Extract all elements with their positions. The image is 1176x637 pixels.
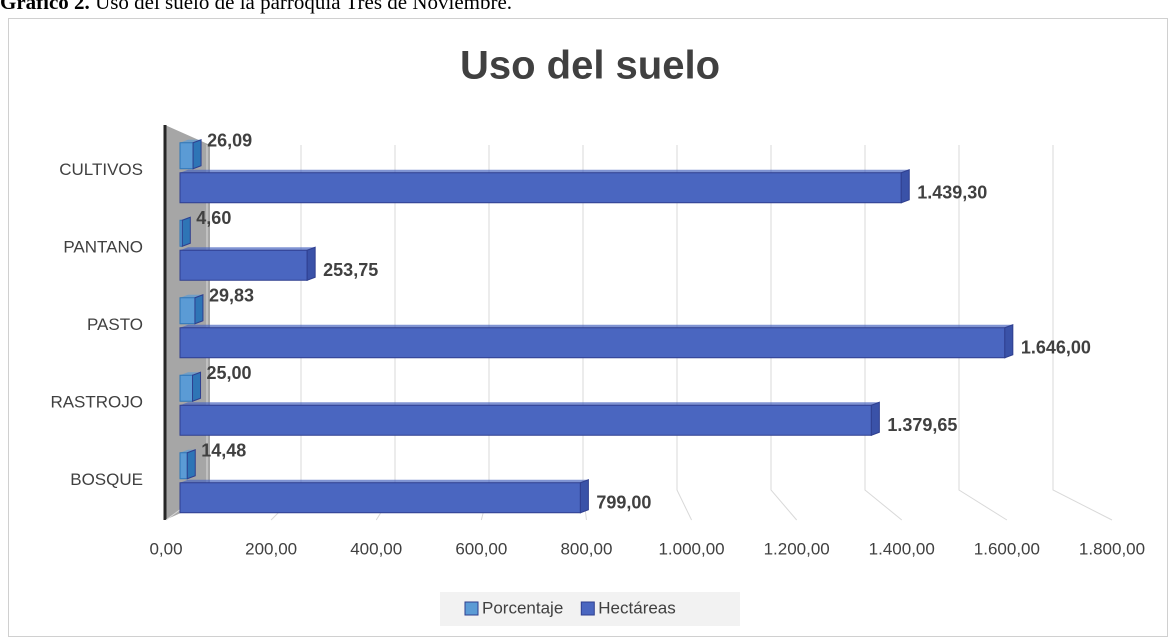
x-tick-label: 1.800,00 xyxy=(1079,539,1145,558)
y-tick-label: BOSQUE xyxy=(70,470,143,489)
caption-label: Gráfico 2. xyxy=(0,0,90,14)
bar-top xyxy=(180,294,203,298)
data-label: 799,00 xyxy=(596,493,651,513)
bar-end xyxy=(900,169,910,204)
bar-top xyxy=(180,372,201,376)
bar-top xyxy=(180,324,1013,328)
data-label: 1.646,00 xyxy=(1021,338,1091,358)
x-tick-label: 200,00 xyxy=(245,539,297,558)
x-tick-label: 800,00 xyxy=(560,539,612,558)
data-label: 1.379,65 xyxy=(887,415,957,435)
x-tick-label: 1.600,00 xyxy=(974,539,1040,558)
bar-top xyxy=(180,449,196,453)
bar xyxy=(179,327,1006,359)
x-tick-label: 1.200,00 xyxy=(764,539,830,558)
bar xyxy=(179,142,194,170)
caption-text: Uso del suelo de la parroquia Tres de No… xyxy=(95,0,512,14)
data-label: 25,00 xyxy=(207,363,252,383)
data-label: 253,75 xyxy=(323,260,378,280)
bar-end xyxy=(870,401,880,436)
grid-line xyxy=(958,145,1008,521)
caption: Gráfico 2. Uso del suelo de la parroquia… xyxy=(0,0,512,14)
bar xyxy=(179,452,188,480)
bar-end xyxy=(306,246,316,281)
data-label: 4,60 xyxy=(196,208,231,228)
bar xyxy=(179,297,196,325)
grid-line xyxy=(770,145,798,521)
bar-top xyxy=(180,402,880,406)
bar xyxy=(179,249,308,281)
data-label: 1.439,30 xyxy=(917,183,987,203)
bar-top xyxy=(180,479,589,483)
bar xyxy=(179,482,581,514)
bar-end xyxy=(192,371,202,402)
bar xyxy=(179,172,902,204)
y-tick-label: PASTO xyxy=(87,315,143,334)
x-tick-label: 600,00 xyxy=(455,539,507,558)
grid-line xyxy=(676,145,693,521)
y-tick-label: PANTANO xyxy=(63,238,143,257)
legend-label: Porcentaje xyxy=(482,598,563,617)
bar-end xyxy=(181,216,191,247)
x-tick-label: 0,00 xyxy=(149,539,182,558)
data-label: 14,48 xyxy=(201,441,246,461)
y-tick-label: RASTROJO xyxy=(50,393,143,412)
bar xyxy=(179,374,194,402)
data-label: 29,83 xyxy=(209,286,254,306)
data-label: 26,09 xyxy=(207,131,252,151)
bar-top xyxy=(180,139,202,143)
bar-end xyxy=(192,139,202,170)
y-tick-label: CULTIVOS xyxy=(59,160,143,179)
bar-end xyxy=(1004,324,1014,359)
x-tick-label: 1.400,00 xyxy=(869,539,935,558)
grid-line xyxy=(864,145,903,521)
bar-end xyxy=(194,294,204,325)
legend-swatch xyxy=(464,601,479,616)
bar-top xyxy=(180,169,910,173)
bar-top xyxy=(180,247,316,251)
legend-swatch xyxy=(580,601,595,616)
bar xyxy=(179,404,872,436)
x-tick-label: 1.000,00 xyxy=(658,539,724,558)
grid-line xyxy=(1052,145,1113,521)
bar-end xyxy=(186,449,196,480)
x-tick-label: 400,00 xyxy=(350,539,402,558)
chart-title: Uso del suelo xyxy=(460,44,720,88)
bar-end xyxy=(579,479,589,514)
legend-label: Hectáreas xyxy=(598,598,675,617)
